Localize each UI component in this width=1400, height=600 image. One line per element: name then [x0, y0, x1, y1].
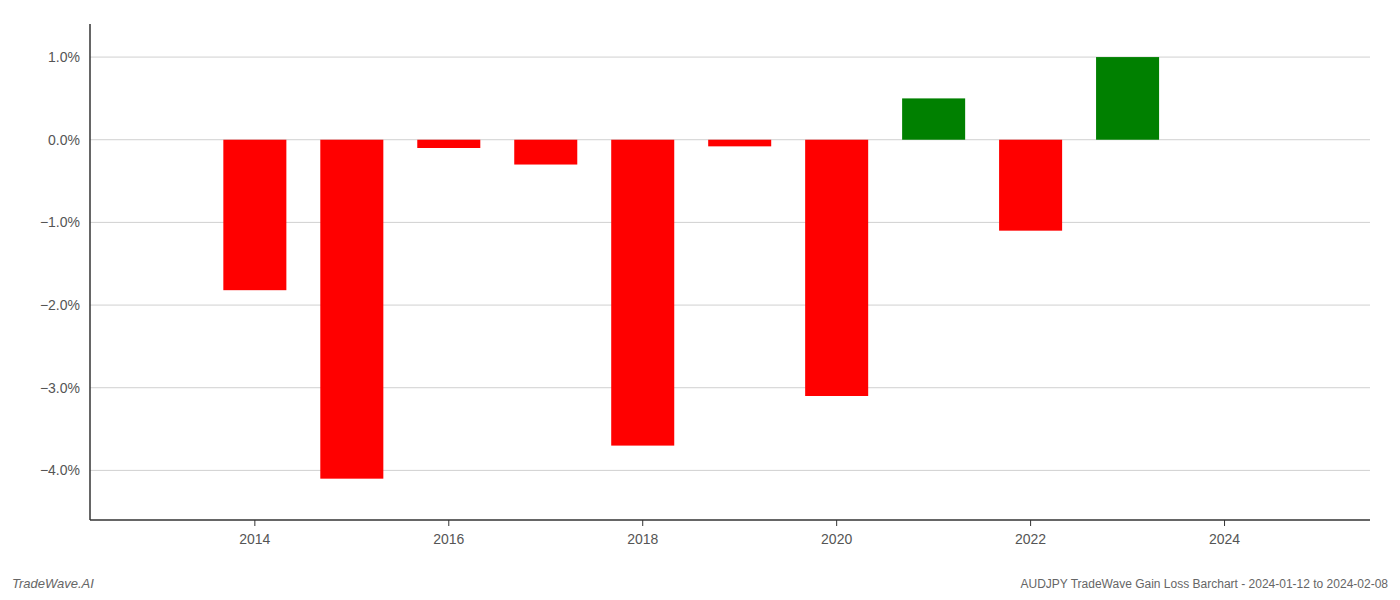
- y-tick-label: 1.0%: [48, 49, 80, 65]
- bar: [902, 98, 965, 139]
- bars: [223, 57, 1159, 479]
- y-tick-label: −1.0%: [40, 214, 80, 230]
- bar: [223, 140, 286, 290]
- bar: [320, 140, 383, 479]
- y-tick-label: 0.0%: [48, 132, 80, 148]
- x-tick: [836, 520, 837, 526]
- x-tick: [254, 520, 255, 526]
- grid: [90, 57, 1370, 470]
- bar: [1096, 57, 1159, 140]
- x-tick: [1030, 520, 1031, 526]
- x-tick: [1224, 520, 1225, 526]
- x-tick-label: 2018: [627, 531, 658, 547]
- axes: −4.0% −3.0% −2.0% −1.0% 0.0% 1.0% 2014 2016 2018…: [40, 24, 1370, 547]
- chart: −4.0% −3.0% −2.0% −1.0% 0.0% 1.0% 2014 2016 2018…: [0, 0, 1400, 600]
- grid-line: [90, 470, 1370, 471]
- x-tick-label: 2020: [821, 531, 852, 547]
- x-tick: [448, 520, 449, 526]
- x-tick: [642, 520, 643, 526]
- x-tick-label: 2016: [433, 531, 464, 547]
- bar: [999, 140, 1062, 231]
- bar: [514, 140, 577, 165]
- watermark: TradeWave.AI: [12, 576, 94, 591]
- bar: [611, 140, 674, 446]
- x-tick-label: 2024: [1209, 531, 1240, 547]
- bar: [708, 140, 771, 147]
- y-tick-label: −2.0%: [40, 297, 80, 313]
- y-tick-label: −4.0%: [40, 462, 80, 478]
- y-axis-line: [89, 24, 91, 520]
- grid-line: [90, 387, 1370, 388]
- bar: [417, 140, 480, 148]
- x-tick-label: 2014: [239, 531, 270, 547]
- x-axis-line: [90, 519, 1370, 521]
- grid-line: [90, 57, 1370, 58]
- x-tick-label: 2022: [1015, 531, 1046, 547]
- grid-line: [90, 305, 1370, 306]
- title: AUDJPY TradeWave Gain Loss Barchart - 20…: [1020, 577, 1388, 591]
- bar: [805, 140, 868, 396]
- y-tick-label: −3.0%: [40, 380, 80, 396]
